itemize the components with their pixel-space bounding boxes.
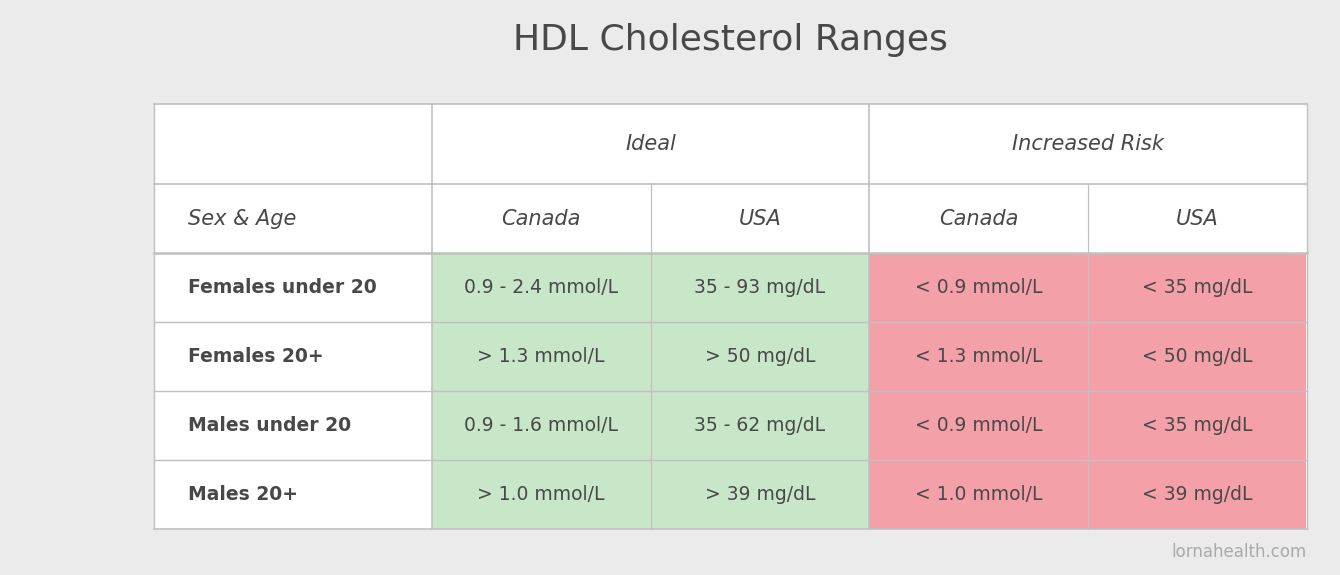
- Text: > 39 mg/dL: > 39 mg/dL: [705, 485, 815, 504]
- Bar: [650, 460, 870, 529]
- Bar: [1088, 391, 1306, 460]
- Text: 0.9 - 2.4 mmol/L: 0.9 - 2.4 mmol/L: [464, 278, 618, 297]
- Text: Sex & Age: Sex & Age: [188, 209, 296, 229]
- Text: Canada: Canada: [939, 209, 1018, 229]
- Text: > 50 mg/dL: > 50 mg/dL: [705, 347, 815, 366]
- Text: < 35 mg/dL: < 35 mg/dL: [1142, 416, 1253, 435]
- Bar: [431, 322, 650, 391]
- Text: < 0.9 mmol/L: < 0.9 mmol/L: [915, 416, 1043, 435]
- Text: < 1.3 mmol/L: < 1.3 mmol/L: [915, 347, 1043, 366]
- Text: Females under 20: Females under 20: [188, 278, 377, 297]
- Bar: [431, 391, 650, 460]
- Text: Females 20+: Females 20+: [188, 347, 323, 366]
- Bar: [870, 460, 1088, 529]
- Bar: [870, 391, 1088, 460]
- Text: 0.9 - 1.6 mmol/L: 0.9 - 1.6 mmol/L: [464, 416, 618, 435]
- Bar: [870, 322, 1088, 391]
- Text: 35 - 62 mg/dL: 35 - 62 mg/dL: [694, 416, 825, 435]
- Bar: [1088, 254, 1306, 322]
- Text: HDL Cholesterol Ranges: HDL Cholesterol Ranges: [513, 23, 947, 58]
- Text: Ideal: Ideal: [626, 134, 675, 154]
- Bar: [1088, 322, 1306, 391]
- Text: < 1.0 mmol/L: < 1.0 mmol/L: [915, 485, 1043, 504]
- Text: USA: USA: [738, 209, 781, 229]
- Text: < 35 mg/dL: < 35 mg/dL: [1142, 278, 1253, 297]
- Text: < 0.9 mmol/L: < 0.9 mmol/L: [915, 278, 1043, 297]
- Text: > 1.3 mmol/L: > 1.3 mmol/L: [477, 347, 604, 366]
- Bar: [154, 104, 1306, 529]
- Text: > 1.0 mmol/L: > 1.0 mmol/L: [477, 485, 604, 504]
- Text: Males under 20: Males under 20: [188, 416, 351, 435]
- Text: Increased Risk: Increased Risk: [1012, 134, 1164, 154]
- Bar: [650, 322, 870, 391]
- Text: Males 20+: Males 20+: [188, 485, 297, 504]
- Text: Canada: Canada: [501, 209, 580, 229]
- Text: < 39 mg/dL: < 39 mg/dL: [1142, 485, 1253, 504]
- Bar: [650, 254, 870, 322]
- Bar: [870, 254, 1088, 322]
- Bar: [650, 391, 870, 460]
- Text: < 50 mg/dL: < 50 mg/dL: [1142, 347, 1253, 366]
- Text: USA: USA: [1175, 209, 1218, 229]
- Bar: [1088, 460, 1306, 529]
- Bar: [431, 460, 650, 529]
- Text: 35 - 93 mg/dL: 35 - 93 mg/dL: [694, 278, 825, 297]
- Bar: [431, 254, 650, 322]
- Text: lornahealth.com: lornahealth.com: [1171, 543, 1306, 561]
